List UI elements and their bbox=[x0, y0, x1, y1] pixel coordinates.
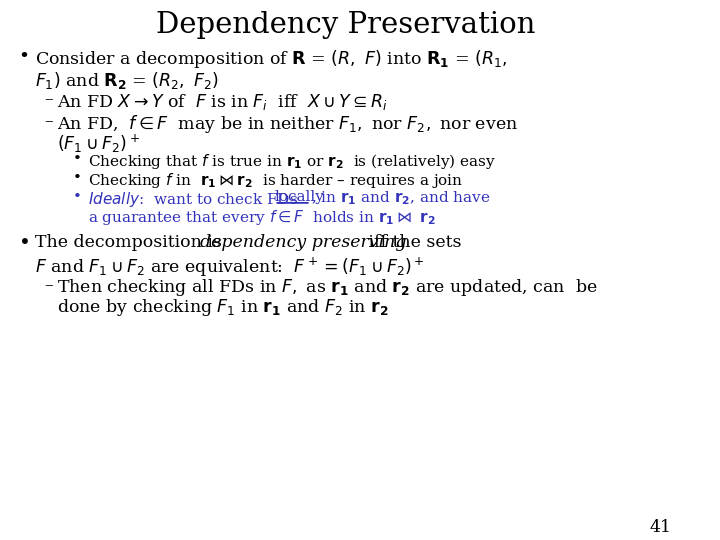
Text: •: • bbox=[19, 234, 30, 253]
Text: Consider a decomposition of $\mathbf{R}$ = $(R,\ F)$ into $\mathbf{R_1}$ = $(R_1: Consider a decomposition of $\mathbf{R}$… bbox=[35, 49, 507, 70]
Text: •: • bbox=[19, 49, 30, 66]
Text: $F_1)$ and $\mathbf{R_2}$ = $(R_2,\ F_2)$: $F_1)$ and $\mathbf{R_2}$ = $(R_2,\ F_2)… bbox=[35, 70, 219, 91]
Text: done by checking $F_1$ in $\mathbf{r_1}$ and $F_2$ in $\mathbf{r_2}$: done by checking $F_1$ in $\mathbf{r_1}$… bbox=[57, 296, 388, 318]
Text: The decomposition is: The decomposition is bbox=[35, 234, 228, 251]
Text: Then checking all FDs in $F,$ as $\mathbf{r_1}$ and $\mathbf{r_2}$ are updated, : Then checking all FDs in $F,$ as $\mathb… bbox=[57, 277, 598, 298]
Text: –: – bbox=[45, 113, 53, 130]
Text: •: • bbox=[73, 190, 82, 204]
Text: 41: 41 bbox=[649, 519, 672, 536]
Text: dependency preserving: dependency preserving bbox=[199, 234, 406, 251]
Text: •: • bbox=[73, 171, 82, 185]
Text: –: – bbox=[45, 92, 53, 109]
Text: An FD $X \rightarrow Y$ of  $F$ is in $F_i$  iff  $X \cup Y \subseteq R_i$: An FD $X \rightarrow Y$ of $F$ is in $F_… bbox=[57, 92, 388, 112]
Text: Checking that $f$ is true in $\mathbf{r_1}$ or $\mathbf{r_2}$  is (relatively) e: Checking that $f$ is true in $\mathbf{r_… bbox=[88, 152, 496, 171]
Text: , in $\mathbf{r_1}$ and $\mathbf{r_2}$, and have: , in $\mathbf{r_1}$ and $\mathbf{r_2}$, … bbox=[311, 190, 490, 207]
Text: $\mathit{Ideally}$:  want to check FDs: $\mathit{Ideally}$: want to check FDs bbox=[88, 190, 299, 208]
Text: –: – bbox=[45, 277, 53, 294]
Text: $(F_1 \cup F_2)^+$: $(F_1 \cup F_2)^+$ bbox=[57, 133, 140, 155]
Text: Dependency Preservation: Dependency Preservation bbox=[156, 11, 536, 39]
Text: $F$ and $F_1 \cup F_2$ are equivalent:  $F^+ = (F_1 \cup F_2)^+$: $F$ and $F_1 \cup F_2$ are equivalent: $… bbox=[35, 255, 425, 279]
Text: Checking $f$ in  $\mathbf{r_1}{\bowtie}\mathbf{r_2}$  is harder – requires a joi: Checking $f$ in $\mathbf{r_1}{\bowtie}\m… bbox=[88, 171, 463, 190]
Text: iff the sets: iff the sets bbox=[364, 234, 462, 251]
Text: locally: locally bbox=[274, 190, 324, 204]
Text: An FD,  $f \in F$  may be in neither $F_1,$ nor $F_2,$ nor even: An FD, $f \in F$ may be in neither $F_1,… bbox=[57, 113, 518, 135]
Text: •: • bbox=[73, 152, 82, 166]
Text: a guarantee that every $f \in F$  holds in $\mathbf{r_1}{\bowtie}\ \mathbf{r_2}$: a guarantee that every $f \in F$ holds i… bbox=[88, 208, 436, 227]
